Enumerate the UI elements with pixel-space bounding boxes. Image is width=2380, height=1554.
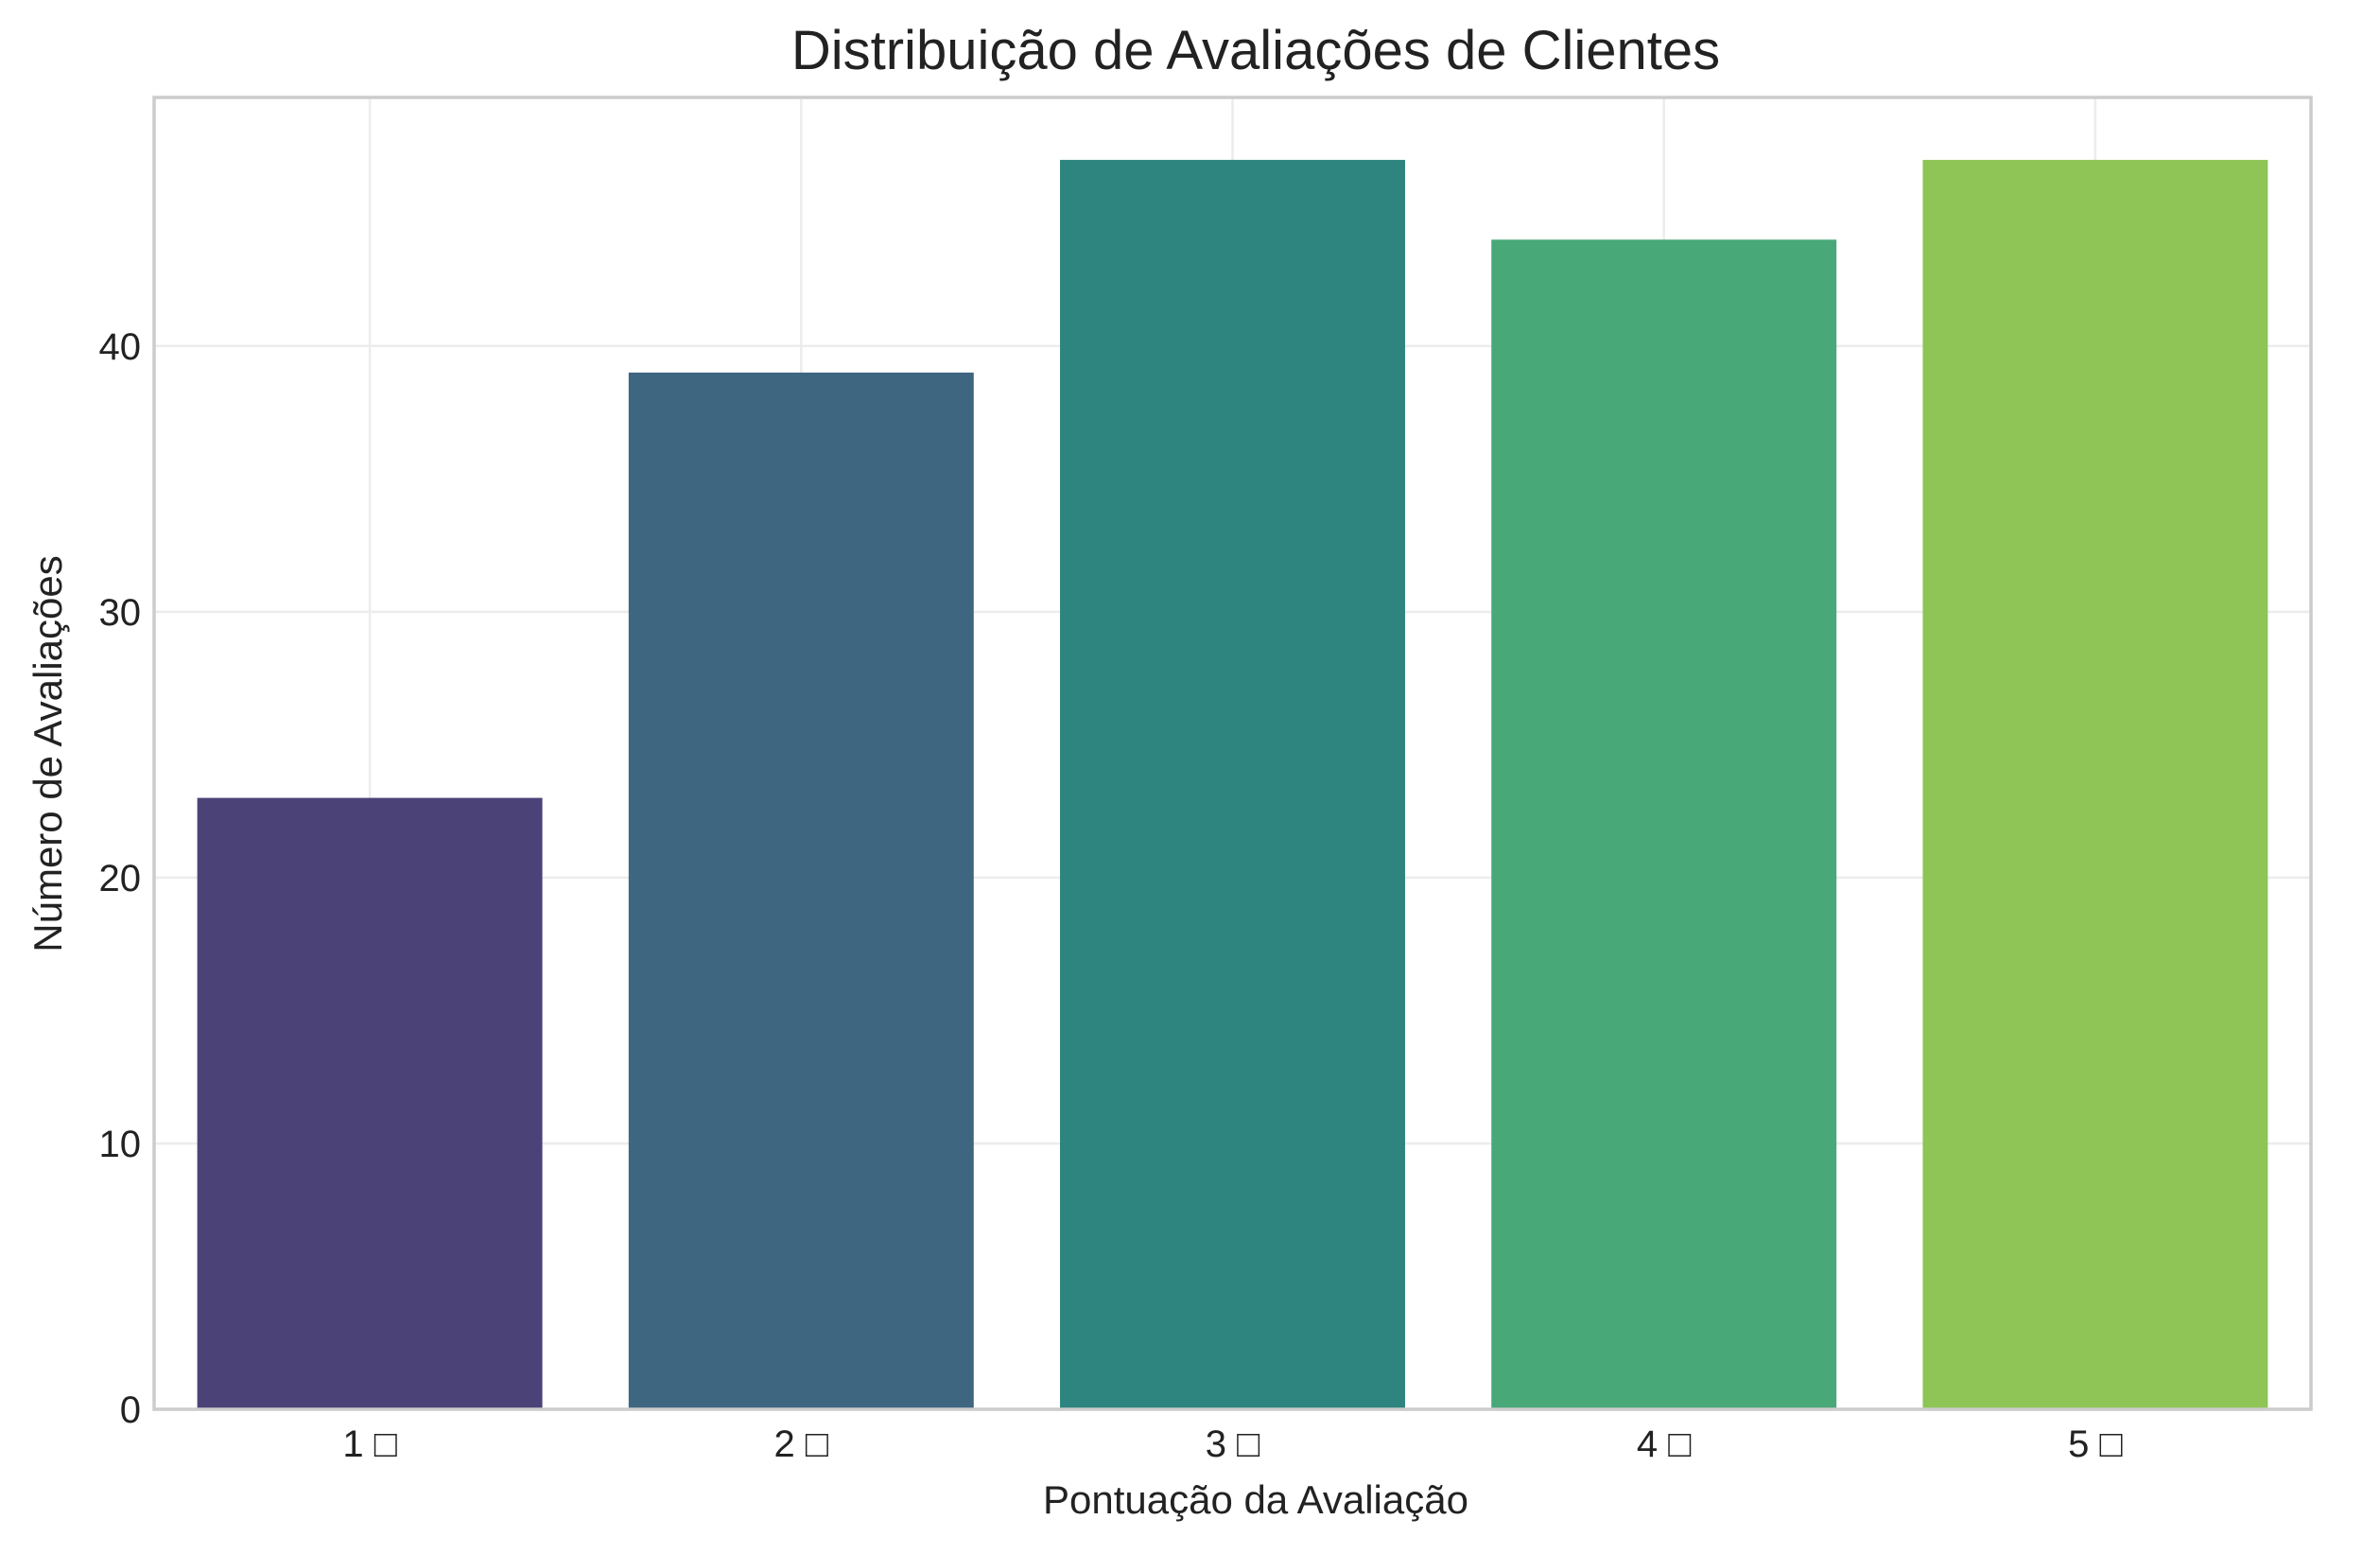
x-tick-label: 2 □ bbox=[774, 1423, 829, 1465]
x-tick-label: 5 □ bbox=[2068, 1423, 2123, 1465]
plot-frame bbox=[152, 96, 2313, 1411]
chart-title: Distribuição de Avaliações de Clientes bbox=[791, 20, 1720, 81]
y-tick-label: 40 bbox=[99, 326, 142, 368]
bar-3 bbox=[1060, 160, 1405, 1410]
x-tick-label: 3 □ bbox=[1206, 1423, 1260, 1465]
y-tick-label: 20 bbox=[99, 858, 142, 899]
bar-4 bbox=[1491, 239, 1837, 1409]
y-tick-label: 30 bbox=[99, 592, 142, 634]
bar-5 bbox=[1922, 160, 2268, 1410]
y-tick-label: 0 bbox=[120, 1389, 141, 1431]
bar-2 bbox=[628, 372, 974, 1409]
x-tick-labels: 1 □ 2 □ 3 □ 4 □ 5 □ bbox=[342, 1423, 2122, 1465]
x-axis-label: Pontuação da Avaliação bbox=[1043, 1477, 1468, 1522]
bars bbox=[197, 160, 2268, 1410]
x-tick-label: 4 □ bbox=[1637, 1423, 1692, 1465]
y-tick-labels: 0 10 20 30 40 bbox=[99, 326, 142, 1431]
bar-1 bbox=[197, 797, 543, 1409]
x-tick-label: 1 □ bbox=[342, 1423, 397, 1465]
y-axis-label: Número de Avaliações bbox=[26, 555, 70, 952]
y-tick-label: 10 bbox=[99, 1124, 142, 1165]
